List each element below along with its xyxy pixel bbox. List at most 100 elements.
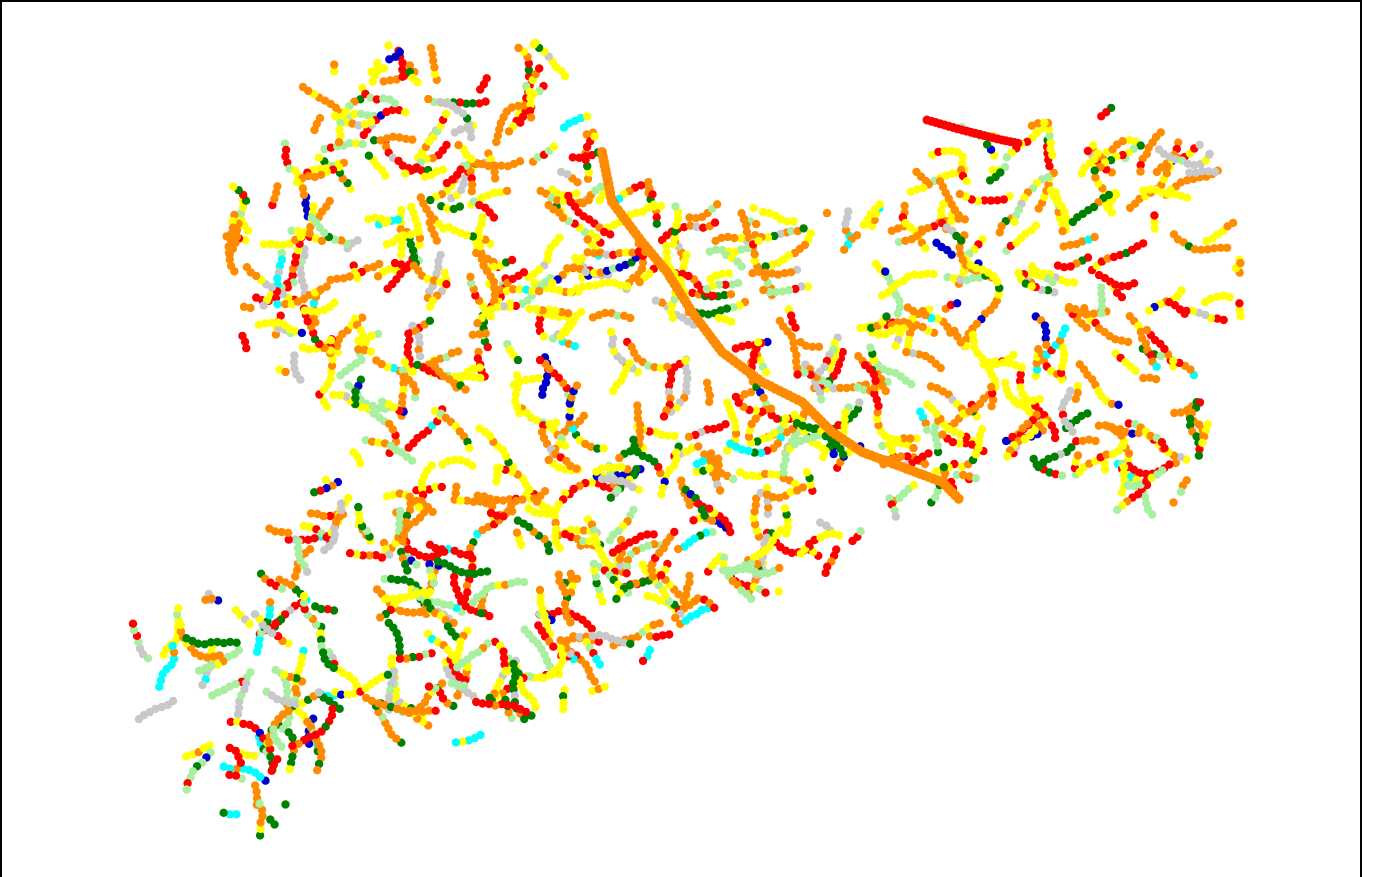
river-dot [606, 230, 615, 239]
river-dot [245, 765, 254, 775]
river-dot [568, 153, 577, 162]
river-dot [298, 343, 308, 352]
river-dot [730, 233, 739, 243]
river-dot [314, 153, 324, 162]
river-dot [156, 676, 166, 685]
river-dot [934, 147, 943, 157]
river-dot [135, 644, 145, 653]
river-dot [787, 311, 796, 320]
river-dot [396, 506, 405, 516]
river-dot [890, 506, 899, 515]
river-dot [330, 530, 339, 539]
river-dot [762, 483, 772, 493]
river-dot [496, 188, 505, 197]
river-dot [947, 217, 956, 226]
river-dot [540, 487, 550, 496]
river-dot [307, 307, 316, 316]
river-dot [919, 183, 928, 193]
river-dot [504, 708, 513, 717]
river-dot [419, 588, 428, 597]
river-dot [565, 418, 575, 428]
river-dot [410, 393, 420, 402]
river-dot [269, 725, 278, 734]
river-dot [638, 656, 648, 666]
river-dot [744, 446, 753, 456]
river-dot [524, 65, 533, 75]
river-dot [790, 410, 799, 419]
river-dot [219, 808, 228, 817]
river-dot [603, 278, 613, 287]
river-dot [451, 738, 461, 747]
river-dot [322, 282, 331, 291]
river-dot [320, 144, 329, 154]
river-dot [1150, 217, 1159, 227]
river-dot [397, 398, 407, 407]
river-dot [454, 140, 463, 150]
river-dot [489, 262, 499, 271]
river-dot [658, 483, 667, 493]
river-dot [405, 706, 415, 716]
river-dot [743, 581, 752, 590]
river-dot [720, 290, 729, 300]
river-dot [535, 355, 545, 365]
river-dot [366, 117, 376, 126]
river-dot [509, 685, 518, 694]
river-dot [325, 511, 335, 521]
river-dot [569, 632, 578, 641]
river-dot [723, 232, 733, 242]
river-dot [977, 425, 987, 434]
river-dot [751, 406, 760, 415]
river-dot [744, 432, 754, 441]
river-dot [466, 167, 475, 177]
river-dot [674, 544, 683, 554]
river-dot [294, 537, 303, 546]
river-dot [638, 578, 647, 587]
river-dot [443, 204, 452, 213]
river-dot [354, 345, 363, 354]
river-dot [616, 561, 625, 570]
river-dot [1203, 245, 1212, 254]
river-dot [368, 77, 377, 86]
river-dot [1216, 243, 1225, 252]
river-dot [692, 467, 702, 476]
river-dot [431, 706, 440, 715]
river-dot [354, 509, 364, 518]
river-dot [1056, 368, 1066, 378]
river-dot [644, 361, 653, 370]
river-dot [597, 474, 607, 484]
river-dot [456, 496, 465, 505]
river-dot [622, 569, 631, 578]
river-dot [711, 474, 721, 483]
river-dot [937, 206, 946, 215]
river-dot [327, 368, 336, 377]
river-dot [958, 152, 967, 162]
river-dot [525, 87, 534, 96]
river-dot [902, 347, 911, 357]
river-dot [853, 404, 863, 414]
river-dot [715, 423, 724, 432]
river-dot [462, 496, 472, 505]
river-dot [467, 133, 476, 142]
river-dot [1097, 302, 1107, 311]
river-dot [584, 281, 594, 291]
river-dot [425, 302, 435, 311]
river-dot [1058, 343, 1068, 352]
river-dot [591, 572, 600, 581]
river-dot [1083, 146, 1093, 156]
river-dot [1091, 173, 1100, 182]
river-dot [736, 234, 745, 243]
river-dot [402, 608, 412, 617]
river-dot [456, 549, 465, 559]
river-dot [786, 487, 795, 497]
river-dot [395, 519, 404, 529]
river-dot [608, 264, 618, 273]
river-dot [393, 575, 402, 585]
river-dot [230, 210, 239, 220]
river-dot [399, 231, 409, 240]
river-dot [711, 271, 721, 280]
river-dot [554, 286, 564, 295]
river-dot [903, 303, 912, 312]
river-dot [956, 236, 966, 245]
river-dot [1001, 436, 1011, 446]
